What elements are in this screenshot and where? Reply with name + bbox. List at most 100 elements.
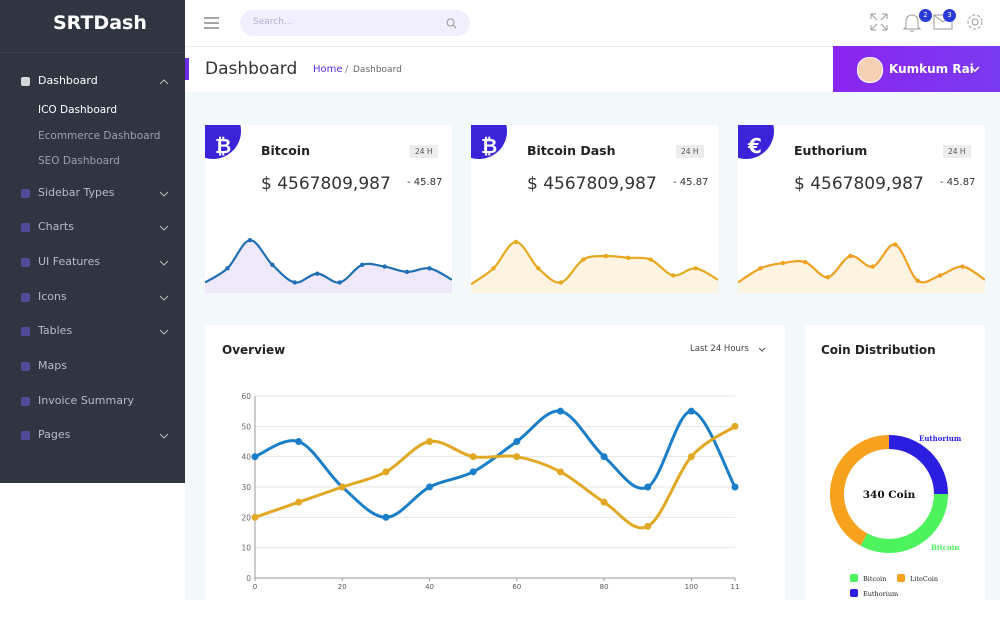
fullscreen-icon[interactable] [869,12,889,32]
series-point [338,483,346,491]
x-tick-label: 11 [731,583,740,591]
sparkline-dot [427,266,432,271]
submenu-item[interactable]: SEO Dashboard [38,155,120,167]
settings-icon[interactable] [965,12,985,32]
sparkline-dot [693,266,698,271]
menu-chevron [159,295,169,301]
series-point [687,407,695,415]
menu-chevron [159,260,169,266]
sparkline-dot [404,269,410,275]
series-point [469,453,477,461]
menu-item[interactable]: Icons [38,289,67,303]
y-tick-label: 10 [241,544,251,553]
segment-label: Euthorium [919,434,962,443]
menu-chevron [159,225,169,231]
breadcrumb-separator: / [345,64,349,75]
sparkline-dot [558,280,564,285]
legend-label: Bitcoin [863,575,886,583]
user-name: Kumkum Rai [889,62,974,76]
page: SRTDash Dashboard ICO Dashboard Ecommerce … [0,0,1000,600]
menu-item[interactable]: Invoice Summary [38,393,134,407]
donut-segment [888,435,948,495]
series-line [254,425,736,530]
hamburger[interactable] [203,16,221,30]
menu-item[interactable]: Dashboard [38,74,98,87]
series-point [513,453,521,461]
series-point [687,453,695,461]
sparkline-dot [825,274,831,280]
series-point [382,513,390,521]
legend-label: Euthorium [863,590,898,598]
series-point [556,407,564,415]
range-dropdown[interactable]: Last 24 Hours [690,344,749,354]
x-tick-label: 80 [600,583,609,591]
menu-icon [21,223,30,233]
series-point [426,483,434,491]
coin-amount: $ 4567809,987 [261,174,391,194]
sparkline-dot [848,253,853,259]
coin-icon: € [748,134,762,158]
coin-card: ₿ Bitcoin Dash 24 H $ 4567809,987 - 45.87 [471,125,718,293]
coin-title: Euthorium [794,143,868,158]
coin-card: ₿ Bitcoin 24 H $ 4567809,987 - 45.87 [205,125,452,293]
sparkline-dot [382,264,387,269]
coin-change: - 45.87 [407,177,443,188]
menu-chevron [159,191,169,197]
avatar [857,57,883,83]
x-tick-label: 20 [338,583,347,591]
sparkline-dot [892,242,898,247]
y-tick-label: 0 [246,574,251,583]
breadcrumb-home[interactable]: Home [313,64,343,75]
sparkline-dot [491,266,496,271]
donut-chart: 340 Coin Euthorium Bitcoin Bitcoin LiteCoin E… [830,434,962,598]
submenu-item[interactable]: Ecommerce Dashboard [38,129,161,142]
content: ₿ Bitcoin 24 H $ 4567809,987 - 45.87 ₿ Bitcoin… [185,92,1000,625]
topbar: Search... 2 3 [185,0,1000,47]
y-tick-label: 60 [241,392,251,401]
message-badge: 3 [943,9,956,22]
distribution-title: Coin Distribution [821,343,936,357]
sparkline [205,238,452,293]
menu-chevron [159,434,169,440]
sparkline-dot [803,260,808,265]
overview-chart: 0 10 20 30 40 50 60 0 20 40 60 80 100 11 [241,392,740,591]
x-tick-label: 100 [685,583,698,591]
sparkline-dot [337,280,342,285]
sparkline-dot [536,266,541,271]
search-box[interactable]: Search... [240,10,470,36]
user-box[interactable]: Kumkum Rai [833,46,1000,92]
series-point [600,498,608,506]
title-accent [185,58,189,80]
legend-swatch [897,574,905,582]
donut-segment [830,435,890,546]
menu-item[interactable]: Sidebar Types [38,185,115,199]
series-point [295,498,303,506]
bell-icon[interactable] [902,12,922,34]
series-point [251,513,259,521]
menu-icon [21,396,30,406]
sparkline [738,242,985,293]
menu-icon [21,257,30,267]
series-point [731,483,739,491]
overview-title: Overview [222,343,286,357]
menu-item[interactable]: UI Features [38,254,101,268]
sparkline-dot [625,255,631,260]
menu-icon [21,77,30,86]
sparkline-dot [270,262,275,268]
sparkline-dot [247,238,253,243]
sparkline-dot [780,260,786,266]
coin-change: - 45.87 [673,177,709,188]
notification-badge: 2 [919,9,932,22]
menu-item[interactable]: Charts [38,220,74,234]
menu-item[interactable]: Maps [38,359,67,372]
y-tick-label: 20 [241,513,251,522]
sparkline-dot [937,273,943,278]
sparkline [471,239,718,293]
submenu-item[interactable]: ICO Dashboard [38,104,117,116]
menu-item[interactable]: Pages [38,428,71,442]
coin-card: € Euthorium 24 H $ 4567809,987 - 45.87 [738,125,985,293]
coin-change: - 45.87 [940,177,976,188]
sparkline-dot [648,257,653,262]
coin-title: Bitcoin Dash [527,143,616,158]
menu-item[interactable]: Tables [38,324,73,338]
